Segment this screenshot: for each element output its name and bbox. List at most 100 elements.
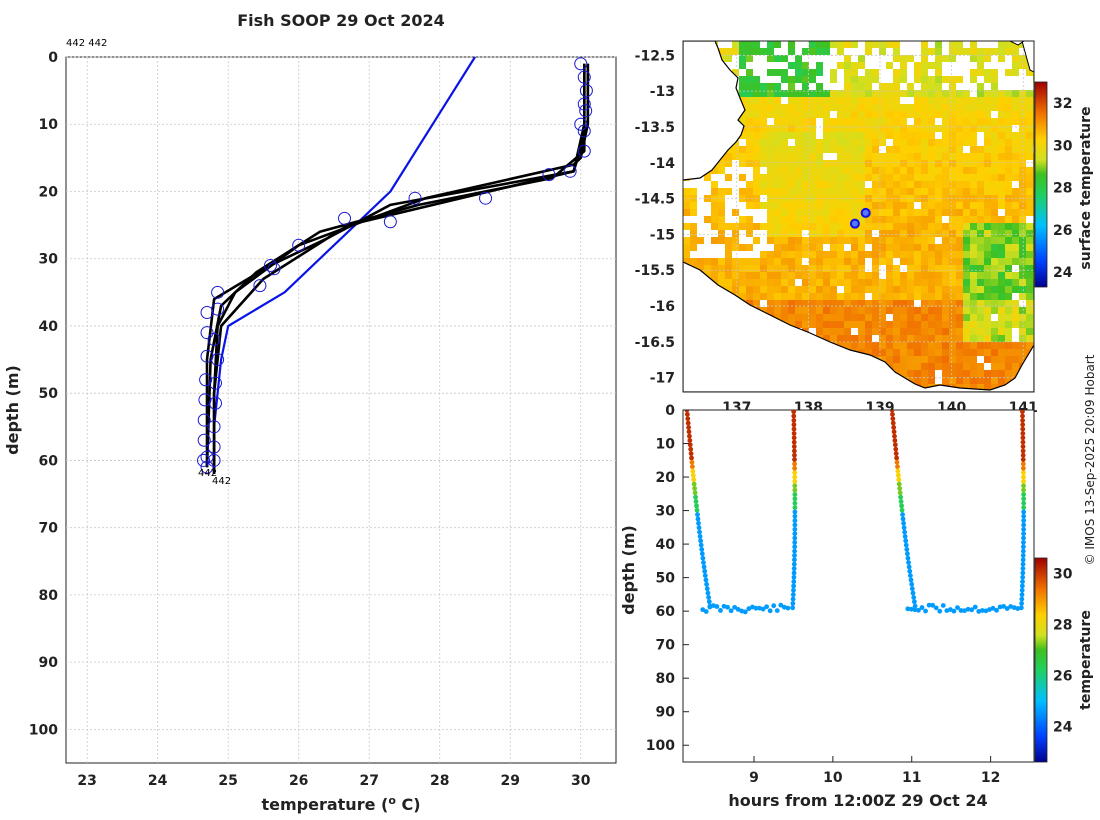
map-sst-cell [1005,328,1012,335]
map-sst-cell [963,244,970,251]
section-point [700,555,706,561]
section-point [933,605,939,611]
map-sst-cell [949,41,956,48]
map-sst-cell [753,181,760,188]
map-sst-cell [963,307,970,314]
map-sst-cell [690,237,697,244]
section-point [692,486,698,491]
map-sst-cell [767,202,774,209]
map-sst-cell [886,307,893,314]
map-sst-cell [802,139,809,146]
map-sst-cell [963,363,970,370]
map-sst-cell [914,153,921,160]
map-sst-cell [900,286,907,293]
map-sst-cell [914,174,921,181]
profile-gridlines [66,56,616,763]
map-sst-cell [886,328,893,335]
map-sst-cell [830,216,837,223]
map-sst-cell [872,258,879,265]
map-sst-cell [900,251,907,258]
map-sst-cell [998,202,1005,209]
section-point [695,516,701,522]
map-sst-cell [753,279,760,286]
map-sst-cell [935,251,942,258]
map-sst-cell [788,293,795,300]
map-sst-cell [914,251,921,258]
profile-x-tick-label: 26 [289,773,308,789]
map-sst-cell [1005,342,1012,349]
map-sst-cell [949,265,956,272]
map-sst-cell [970,181,977,188]
map-sst-cell [865,279,872,286]
section-point [906,560,911,565]
map-sst-cell [837,62,844,69]
map-sst-cell [739,90,746,97]
map-sst-cell [809,237,816,244]
section-point [1021,526,1026,532]
map-sst-cell [956,321,963,328]
map-sst-cell [1012,202,1019,209]
map-sst-cell [872,139,879,146]
map-sst-cell [802,125,809,132]
map-sst-cell [879,293,886,300]
map-sst-cell [1005,202,1012,209]
map-sst-cell [774,258,781,265]
map-sst-cell [886,265,893,272]
map-sst-cell [1005,321,1012,328]
section-point [698,542,704,548]
map-sst-cell [802,69,809,76]
map-sst-cell [1019,62,1026,69]
map-sst-cell [970,104,977,111]
map-sst-cell [900,335,907,342]
map-sst-cell [963,321,970,328]
map-sst-cell [865,83,872,90]
map-sst-cell [1019,132,1026,139]
map-sst-cell [956,363,963,370]
map-lat-tick-label: -12.5 [635,48,675,64]
map-sst-cell [984,384,991,391]
map-sst-cell [914,69,921,76]
map-sst-cell [928,153,935,160]
map-sst-cell [1019,195,1026,202]
map-sst-cell [991,188,998,195]
map-sst-cell [788,251,795,258]
map-sst-cell [781,111,788,118]
map-sst-cell [851,111,858,118]
map-sst-cell [921,223,928,230]
map-sst-cell [725,251,732,258]
section-point [690,472,696,478]
map-sst-cell [690,195,697,202]
map-sst-cell [851,307,858,314]
map-sst-cell [816,293,823,300]
map-sst-cell [865,188,872,195]
map-sst-cell [823,251,830,258]
map-sst-cell [1019,174,1026,181]
map-sst-cell [858,237,865,244]
map-sst-cell [767,251,774,258]
map-sst-cell [774,55,781,62]
map-sst-cell [844,202,851,209]
map-sst-cell [1012,300,1019,307]
map-sst-cell [830,307,837,314]
map-sst-cell [760,160,767,167]
section-point [1020,579,1025,585]
map-sst-cell [879,118,886,125]
map-sst-cell [809,258,816,265]
map-sst-cell [802,90,809,97]
map-sst-cell [781,300,788,307]
map-sst-cell [816,300,823,307]
section-point [791,561,797,567]
map-sst-cell [942,370,949,377]
map-sst-cell [872,111,879,118]
map-sst-cell [1012,216,1019,223]
map-sst-cell [1019,97,1026,104]
profile-marker [579,84,593,98]
map-sst-cell [935,258,942,265]
section-point [791,413,797,419]
map-sst-cell [914,265,921,272]
map-sst-cell [984,230,991,237]
map-sst-cell [956,146,963,153]
map-sst-cell [816,307,823,314]
map-sst-cell [886,97,893,104]
map-sst-cell [816,272,823,279]
